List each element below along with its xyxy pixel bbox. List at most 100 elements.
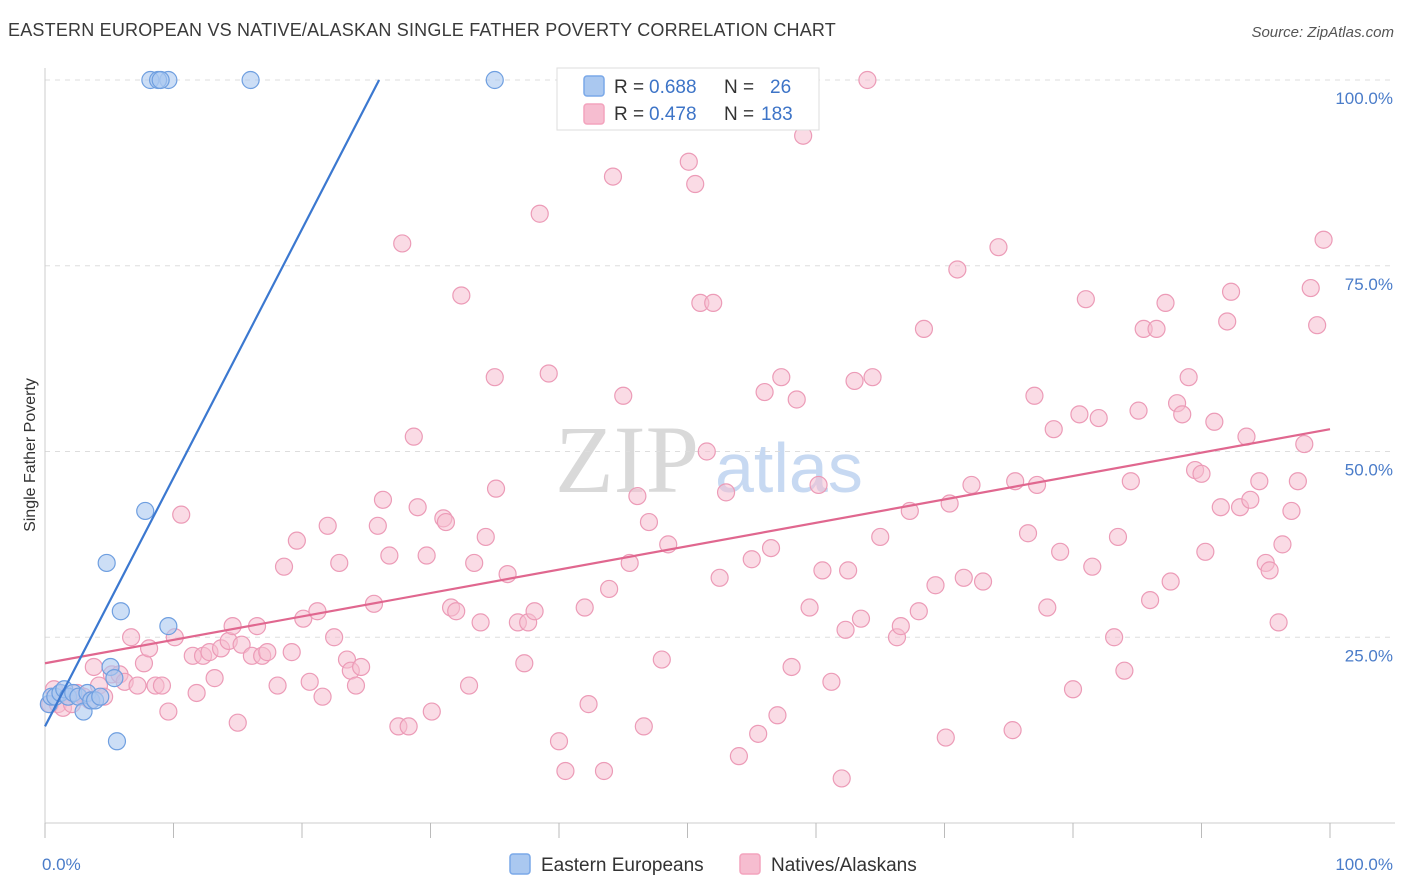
legend-n-label-1: N = xyxy=(724,77,754,98)
natives-alaskans-point xyxy=(232,635,251,654)
natives-alaskans-point xyxy=(476,527,495,547)
natives-alaskans-point xyxy=(471,613,490,632)
natives-alaskans-point xyxy=(404,427,423,446)
natives-alaskans-point xyxy=(891,617,910,636)
legend-swatch-pink xyxy=(583,103,605,125)
natives-alaskans-trendline xyxy=(44,428,1331,665)
natives-alaskans-point xyxy=(772,368,791,387)
eastern-europeans-point xyxy=(159,617,178,636)
natives-alaskans-point xyxy=(863,368,882,387)
legend-r-label-2: R = xyxy=(614,104,644,125)
source-label: Source: ZipAtlas.com xyxy=(1251,24,1394,41)
eastern-europeans-point xyxy=(485,70,504,90)
natives-alaskans-point xyxy=(187,683,206,703)
natives-alaskans-point xyxy=(368,516,387,535)
natives-alaskans-point xyxy=(686,174,705,194)
natives-alaskans-point xyxy=(1269,613,1288,632)
natives-alaskans-point xyxy=(948,260,967,279)
natives-alaskans-point xyxy=(1003,721,1022,740)
eastern-europeans-point xyxy=(91,687,110,706)
watermark-atlas: atlas xyxy=(715,429,863,507)
natives-alaskans-point xyxy=(787,390,806,409)
natives-alaskans-point xyxy=(603,167,623,186)
natives-alaskans-point xyxy=(704,293,723,312)
natives-alaskans-point xyxy=(749,724,768,743)
natives-alaskans-point xyxy=(1192,464,1211,483)
natives-alaskans-point xyxy=(346,676,366,695)
natives-alaskans-point xyxy=(380,546,399,565)
legend-n-value-1: 26 xyxy=(770,77,791,98)
eastern-europeans-point xyxy=(107,732,127,751)
legend-r-label-1: R = xyxy=(614,77,644,98)
natives-alaskans-point xyxy=(1105,628,1124,647)
top-legend: R = 0.688 N = 26 R = 0.478 N = 183 xyxy=(556,67,820,131)
natives-alaskans-point xyxy=(1161,572,1180,591)
natives-alaskans-point xyxy=(539,364,558,383)
natives-alaskans-point xyxy=(318,516,337,535)
natives-alaskans-point xyxy=(1314,230,1333,249)
bottom-legend-label-natives-alaskans: Natives/Alaskans xyxy=(771,855,917,876)
legend-n-value-2: 183 xyxy=(761,104,793,125)
eastern-europeans-point xyxy=(97,553,116,573)
eastern-europeans-point xyxy=(105,669,124,688)
natives-alaskans-point xyxy=(485,368,504,387)
natives-alaskans-point xyxy=(268,676,287,695)
natives-alaskans-point xyxy=(447,602,466,621)
natives-alaskans-point xyxy=(325,628,344,647)
natives-alaskans-point xyxy=(465,553,484,573)
natives-alaskans-point xyxy=(973,572,993,591)
natives-alaskans-point xyxy=(313,687,332,706)
natives-alaskans-point xyxy=(628,486,647,506)
natives-alaskans-point xyxy=(1025,386,1044,405)
natives-alaskans-point xyxy=(832,769,851,788)
natives-alaskans-point xyxy=(1241,490,1260,509)
natives-alaskans-point xyxy=(1044,420,1063,439)
natives-alaskans-point xyxy=(1121,472,1140,491)
natives-alaskans-point xyxy=(1221,282,1241,301)
natives-alaskans-point xyxy=(909,602,928,621)
natives-alaskans-point xyxy=(1260,561,1279,580)
bottom-legend-swatch-pink xyxy=(739,853,761,875)
natives-alaskans-point xyxy=(223,617,242,636)
trend-lines xyxy=(44,79,1331,727)
natives-alaskans-point xyxy=(742,550,761,569)
natives-alaskans-point xyxy=(1288,472,1307,491)
natives-alaskans-point xyxy=(282,643,301,662)
natives-alaskans-point xyxy=(1063,680,1083,699)
x-tick-label-min: 0.0% xyxy=(42,855,81,874)
natives-alaskans-point xyxy=(716,483,736,502)
eastern-europeans-point xyxy=(151,70,170,90)
natives-alaskans-point xyxy=(1115,661,1134,680)
natives-alaskans-point xyxy=(274,557,294,576)
natives-alaskans-point xyxy=(1211,498,1230,517)
natives-alaskans-point xyxy=(634,717,653,736)
gridlines xyxy=(45,79,1395,638)
y-tick-label: 50.0% xyxy=(1345,461,1393,480)
natives-alaskans-point xyxy=(800,598,819,617)
natives-alaskans-point xyxy=(459,676,479,695)
natives-alaskans-point xyxy=(575,598,594,617)
natives-alaskans-point xyxy=(768,706,787,725)
y-tick-label: 75.0% xyxy=(1345,275,1393,294)
legend-r-value-2: 0.478 xyxy=(649,104,697,125)
natives-alaskans-point xyxy=(172,505,191,524)
natives-alaskans-point xyxy=(549,732,569,751)
natives-alaskans-point xyxy=(639,512,659,532)
natives-alaskans-point xyxy=(989,238,1008,257)
natives-alaskans-point xyxy=(1108,527,1128,547)
natives-alaskans-point xyxy=(679,152,698,171)
natives-alaskans-point xyxy=(839,561,858,580)
eastern-europeans-points xyxy=(39,70,504,751)
natives-alaskans-point xyxy=(809,475,828,495)
natives-alaskans-point xyxy=(373,490,393,509)
natives-alaskans-point xyxy=(1051,542,1070,561)
natives-alaskans-point xyxy=(962,475,981,495)
natives-alaskans-point xyxy=(121,628,141,647)
natives-alaskans-point xyxy=(1173,405,1192,424)
y-tick-label: 100.0% xyxy=(1335,89,1393,108)
natives-alaskans-point xyxy=(813,561,832,580)
natives-alaskans-point xyxy=(1070,405,1089,424)
natives-alaskans-point xyxy=(594,761,614,781)
natives-alaskans-point xyxy=(287,531,306,550)
